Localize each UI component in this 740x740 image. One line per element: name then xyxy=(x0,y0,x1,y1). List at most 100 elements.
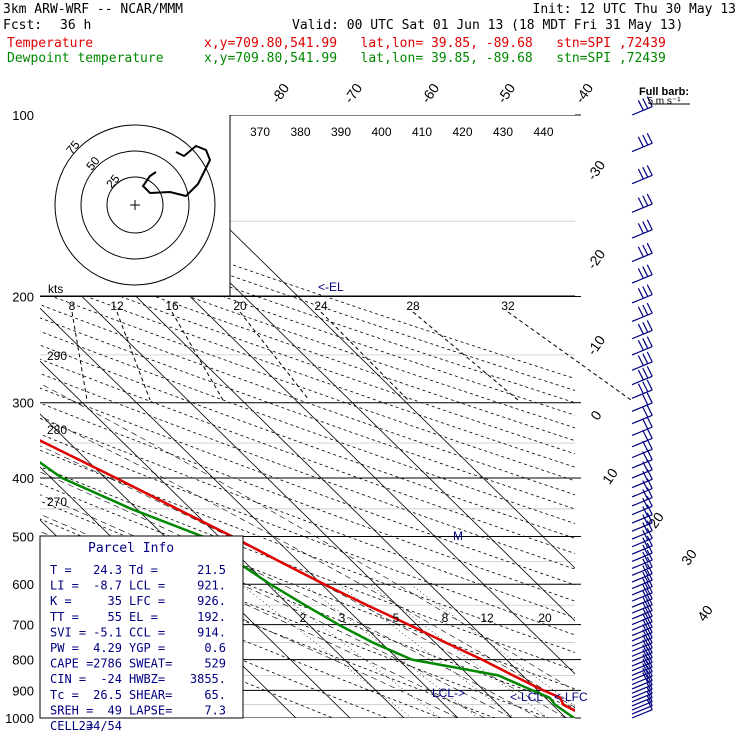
hodograph-speed-line xyxy=(71,311,88,401)
wind-barb-flag xyxy=(642,244,649,256)
wind-barb-flag xyxy=(646,611,653,623)
wind-barb xyxy=(631,346,653,356)
wind-barb xyxy=(631,469,653,479)
parcel-info-value: 65. xyxy=(204,688,226,702)
wind-barb xyxy=(631,709,653,719)
wind-barb-flag xyxy=(642,480,649,491)
hodograph-speed-label: 12 xyxy=(110,299,124,313)
wind-barb xyxy=(631,566,653,576)
parcel-info-title: Parcel Info xyxy=(88,541,174,556)
wind-barb xyxy=(631,274,653,284)
parcel-info-label: TT = xyxy=(50,610,79,624)
wind-barb-flag xyxy=(646,379,653,391)
parcel-info-label: CCL = xyxy=(129,625,165,639)
parcel-info-value: 7.3 xyxy=(204,703,226,717)
wind-barb-flag xyxy=(646,563,653,574)
wind-barb-flag xyxy=(642,522,649,533)
wind-barb-flag xyxy=(642,489,649,500)
wind-barb-flag xyxy=(646,520,653,531)
wind-barb-flag xyxy=(642,394,649,406)
pressure-label: 500 xyxy=(12,529,34,544)
wind-barb xyxy=(631,573,653,583)
wind-barb xyxy=(631,361,653,371)
parcel-info-label: LI = xyxy=(50,579,79,593)
wind-barb-flag xyxy=(646,96,653,107)
wind-barb-flag xyxy=(642,629,649,640)
wind-barb-flag xyxy=(642,418,649,430)
moist-adiabat xyxy=(40,383,575,692)
wind-barb-flag xyxy=(646,193,653,205)
wind-barb-flag xyxy=(642,470,649,482)
parcel-info-value: 529 xyxy=(204,657,226,671)
parcel-info-label: CAPE = xyxy=(50,657,93,671)
wind-barb-flag xyxy=(646,284,653,295)
wind-barb xyxy=(631,637,653,647)
wind-barb-flag xyxy=(642,658,649,670)
wind-barb xyxy=(631,252,653,263)
valid-time: Valid: 00 UTC Sat 01 Jun 13 (18 MDT Fri … xyxy=(292,18,684,33)
wind-barb-flag xyxy=(646,320,653,331)
parcel-info-value: 926. xyxy=(197,594,226,608)
wind-barb xyxy=(631,375,653,386)
wind-barb-flag xyxy=(642,221,649,232)
wind-barb-flag xyxy=(642,166,649,178)
parcel-info-label: SVI = xyxy=(50,625,86,639)
wind-barb-flag xyxy=(642,537,649,548)
parcel-info-value: 3855. xyxy=(190,672,226,686)
parcel-info-label: CIN = xyxy=(50,672,86,686)
wind-barb-flag xyxy=(642,667,649,679)
wind-barb-flag xyxy=(642,98,649,109)
isotherm xyxy=(40,254,513,718)
dewpoint-location: x,y=709.80,541.99 lat,lon= 39.85, -89.68… xyxy=(204,51,666,66)
mixing-ratio-line xyxy=(240,583,412,718)
wind-barb-flag xyxy=(646,264,653,275)
wind-barb-flag xyxy=(646,569,653,581)
wind-barb-flag xyxy=(642,353,649,364)
wind-barb-flag xyxy=(642,558,649,570)
wind-barb-flag xyxy=(642,565,649,576)
wind-barb-flag xyxy=(642,544,649,556)
wind-barb-flag xyxy=(646,459,653,470)
parcel-info-value: 192. xyxy=(197,610,226,624)
wind-barb-flag xyxy=(642,578,649,589)
hodograph-speed-label: 24 xyxy=(314,299,328,313)
wind-barb-flag xyxy=(637,168,644,180)
wind-barb xyxy=(631,642,653,652)
wind-barb xyxy=(631,497,653,507)
hodograph-ring xyxy=(54,124,216,286)
wind-barb-flag xyxy=(642,286,649,297)
wind-barb-flag xyxy=(646,528,653,539)
isotherm xyxy=(40,413,351,718)
pressure-label: 300 xyxy=(12,396,34,411)
parcel-info-value: 0.6 xyxy=(204,641,226,655)
wind-barb xyxy=(631,389,653,399)
dry-adiabat xyxy=(40,500,575,709)
wind-barb xyxy=(631,294,653,304)
isotherm-label: 10 xyxy=(599,465,621,487)
barb-note-title: Full barb: xyxy=(639,86,689,98)
wind-barb-flag xyxy=(646,627,653,639)
wind-barb-flag xyxy=(646,600,653,611)
theta-label-lower: 290 xyxy=(47,349,67,363)
wind-barb-flag xyxy=(637,323,644,335)
hodograph-speed-label: 32 xyxy=(501,299,515,313)
parcel-info-label: LFC = xyxy=(129,594,165,608)
wind-barb-flag xyxy=(642,497,649,509)
hodograph-speed-line xyxy=(507,311,632,401)
wind-barb-flag xyxy=(637,223,644,234)
hodograph-speed-line xyxy=(116,311,151,401)
isotherm-label: -50 xyxy=(494,80,519,106)
temperature-location: x,y=709.80,541.99 lat,lon= 39.85, -89.68… xyxy=(204,36,666,51)
isotherm-label: -80 xyxy=(268,80,293,106)
parcel-info-label: SREH = xyxy=(50,703,93,717)
dry-adiabat xyxy=(40,242,575,429)
wind-barb xyxy=(631,598,653,608)
wind-barb-flag xyxy=(637,268,644,279)
wind-barb xyxy=(631,615,653,626)
pressure-label: 400 xyxy=(12,471,34,486)
wind-barb-flag xyxy=(646,661,653,672)
isotherm-label: 20 xyxy=(645,509,667,531)
dry-adiabat xyxy=(40,402,575,602)
pressure-label: 600 xyxy=(12,577,34,592)
wind-barb xyxy=(631,106,653,116)
